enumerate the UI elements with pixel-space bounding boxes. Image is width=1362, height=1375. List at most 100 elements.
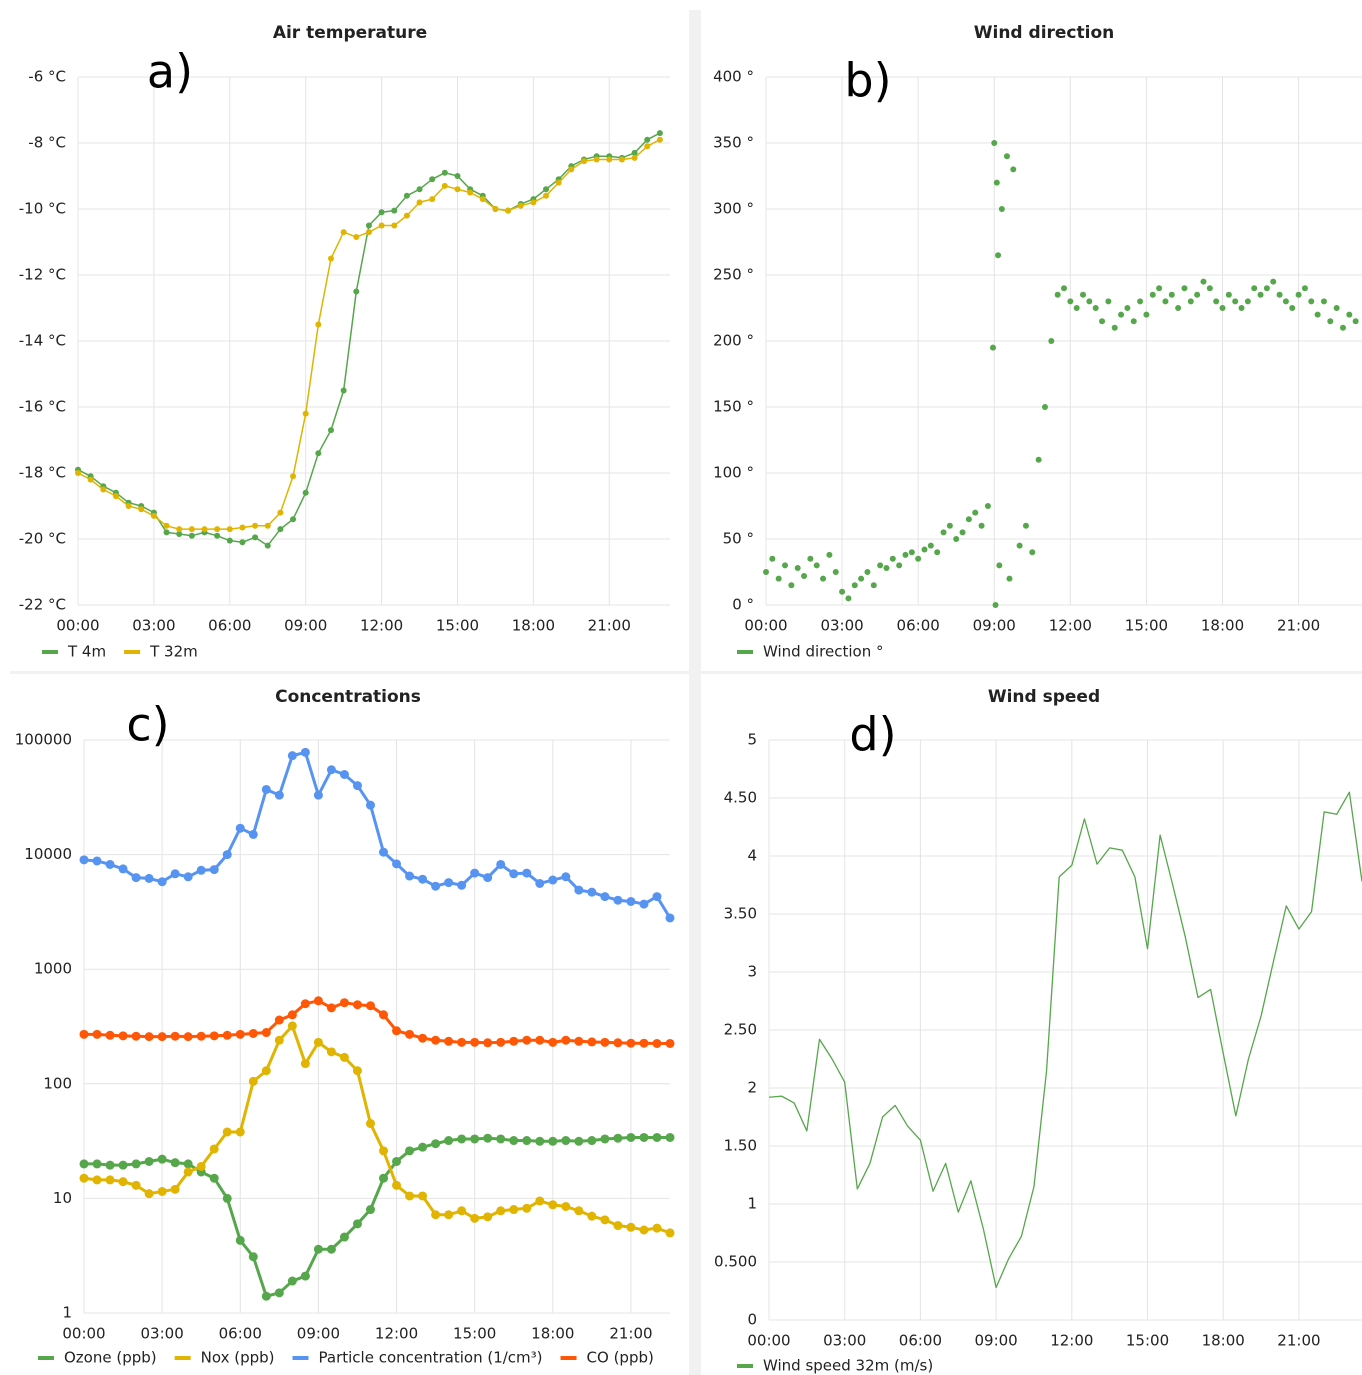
line-point xyxy=(392,859,402,869)
y-tick-label: 150 ° xyxy=(713,398,754,416)
scatter-point xyxy=(1029,549,1036,556)
line-point xyxy=(467,189,474,196)
line-point xyxy=(580,158,587,165)
scatter-point xyxy=(1168,291,1175,298)
scatter-point xyxy=(775,575,782,582)
scatter-point xyxy=(1118,311,1125,318)
line-point xyxy=(315,321,322,328)
y-tick-label: 1.50 xyxy=(724,1137,757,1155)
line-point xyxy=(639,1132,649,1142)
scatter-point xyxy=(1073,305,1080,311)
scatter-point xyxy=(807,555,814,562)
y-tick-label: 1 xyxy=(747,1195,757,1213)
line-point xyxy=(131,873,141,883)
line-point xyxy=(365,222,372,229)
line-point xyxy=(261,1028,271,1038)
scatter-point xyxy=(996,562,1003,569)
line-point xyxy=(183,1159,193,1169)
line-point xyxy=(530,199,537,206)
x-tick-label: 21:00 xyxy=(1277,617,1320,635)
scatter-point xyxy=(1041,404,1048,410)
line-point xyxy=(313,996,323,1006)
x-tick-label: 12:00 xyxy=(360,617,403,635)
scatter-point xyxy=(995,252,1002,259)
legend-label: CO (ppb) xyxy=(587,1349,654,1367)
line-point xyxy=(618,156,625,163)
x-tick-label: 15:00 xyxy=(436,617,479,635)
line-point xyxy=(587,887,597,897)
y-tick-label: 2 xyxy=(747,1079,757,1097)
scatter-point xyxy=(851,582,858,589)
scatter-point xyxy=(839,588,846,595)
line-point xyxy=(176,526,183,533)
line-point xyxy=(365,800,375,810)
line-point xyxy=(144,1032,154,1042)
line-point xyxy=(483,1038,493,1048)
line-point xyxy=(652,1132,662,1142)
line-point xyxy=(613,1221,623,1231)
line-point xyxy=(444,878,454,888)
line-point xyxy=(656,130,663,137)
line-point xyxy=(222,1030,232,1040)
line-point xyxy=(248,1252,258,1262)
x-tick-label: 03:00 xyxy=(823,1332,866,1350)
panel-annotation: a) xyxy=(147,45,193,99)
x-tick-label: 06:00 xyxy=(208,617,251,635)
line-point xyxy=(209,1144,219,1154)
y-tick-label: 100 xyxy=(43,1074,72,1092)
line-point xyxy=(277,509,284,516)
line-point xyxy=(290,473,297,480)
line-point xyxy=(574,1136,584,1146)
line-point xyxy=(492,206,499,212)
line-point xyxy=(457,1037,467,1047)
scatter-point xyxy=(1130,318,1137,325)
legend-swatch xyxy=(737,650,753,654)
line-point xyxy=(79,1173,89,1183)
line-point xyxy=(509,1205,519,1215)
line-point xyxy=(326,765,336,775)
scatter-point xyxy=(1054,291,1061,298)
y-tick-label: 200 ° xyxy=(713,332,754,350)
line-point xyxy=(239,539,246,546)
scatter-point xyxy=(1175,305,1182,311)
line-point xyxy=(626,1132,636,1142)
line-point xyxy=(209,1031,219,1041)
line-point xyxy=(378,209,385,216)
line-point xyxy=(416,199,423,206)
line-point xyxy=(176,531,183,538)
scatter-point xyxy=(1048,338,1055,344)
line-point xyxy=(574,885,584,895)
line-point xyxy=(287,1010,297,1020)
scatter-point xyxy=(870,582,877,589)
scatter-point xyxy=(896,562,903,569)
scatter-point xyxy=(1006,575,1013,582)
line-point xyxy=(235,1235,245,1245)
line-point xyxy=(352,1219,362,1229)
scatter-point xyxy=(1022,522,1029,529)
line-point xyxy=(483,1133,493,1143)
scatter-point xyxy=(1320,298,1327,305)
line-point xyxy=(157,1186,167,1196)
line-point xyxy=(470,868,480,878)
scatter-point xyxy=(1225,291,1232,298)
line-point xyxy=(183,872,193,882)
scatter-point xyxy=(915,555,922,562)
scatter-point xyxy=(978,522,985,529)
line-point xyxy=(144,1189,154,1199)
x-tick-label: 06:00 xyxy=(899,1332,942,1350)
line-point xyxy=(163,529,170,536)
line-point xyxy=(626,896,636,906)
line-point xyxy=(535,1035,545,1045)
x-tick-label: 21:00 xyxy=(588,617,631,635)
line-point xyxy=(509,869,519,879)
y-tick-label: 3 xyxy=(747,963,757,981)
y-tick-label: -16 °C xyxy=(19,398,66,416)
line-point xyxy=(522,1035,532,1045)
line-point xyxy=(665,1038,675,1048)
line-point xyxy=(441,169,448,176)
chart-title: Wind speed xyxy=(988,687,1100,707)
line-point xyxy=(264,522,271,529)
scatter-point xyxy=(883,565,890,572)
scatter-point xyxy=(1257,291,1264,298)
line-point xyxy=(600,1037,610,1047)
